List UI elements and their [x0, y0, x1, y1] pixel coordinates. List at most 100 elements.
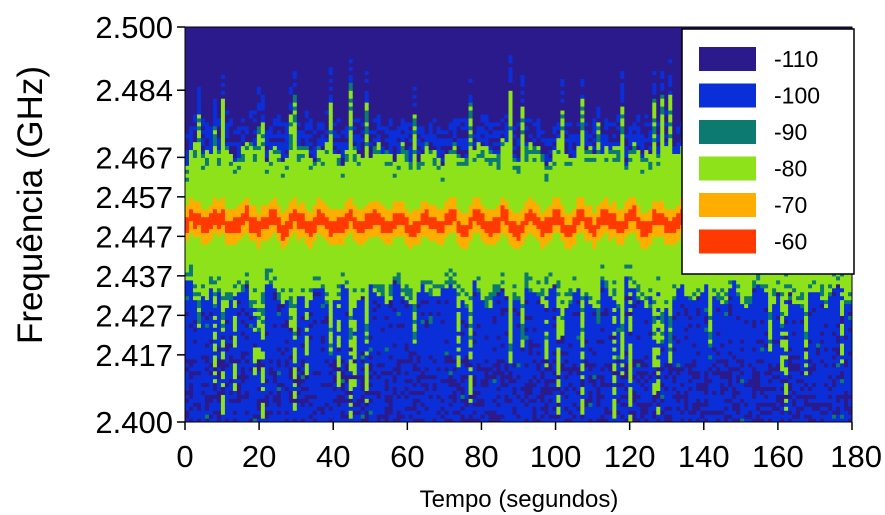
heatmap-cell: [220, 370, 226, 376]
heatmap-cell: [272, 323, 278, 328]
heatmap-cell: [368, 291, 374, 297]
heatmap-cell: [316, 339, 322, 344]
heatmap-cell: [376, 410, 382, 415]
heatmap-cell: [340, 370, 346, 376]
heatmap-cell: [240, 267, 246, 273]
heatmap-cell: [284, 374, 290, 380]
heatmap-cell: [284, 90, 290, 95]
heatmap-cell: [240, 212, 246, 218]
heatmap-cell: [185, 232, 190, 237]
heatmap-cell: [204, 331, 210, 336]
heatmap-cell: [304, 232, 310, 237]
heatmap-cell: [300, 200, 306, 206]
heatmap-cell: [332, 62, 338, 68]
heatmap-cell: [320, 410, 326, 415]
heatmap-cell: [260, 390, 266, 395]
heatmap-cell: [360, 141, 366, 147]
heatmap-cell: [372, 62, 378, 68]
heatmap-cell: [188, 252, 194, 257]
heatmap-cell: [208, 398, 214, 403]
heatmap-cell: [332, 283, 338, 289]
heatmap-cell: [356, 394, 362, 399]
heatmap-cell: [192, 177, 198, 182]
heatmap-cell: [336, 232, 342, 237]
heatmap-cell: [360, 283, 366, 289]
heatmap-cell: [212, 192, 218, 198]
heatmap-cell: [240, 252, 246, 257]
heatmap-cell: [296, 390, 302, 395]
heatmap-cell: [332, 98, 338, 103]
heatmap-cell: [380, 264, 386, 269]
heatmap-cell: [276, 370, 282, 376]
heatmap-cell: [372, 121, 378, 127]
heatmap-cell: [340, 200, 346, 206]
heatmap-cell: [256, 287, 262, 293]
heatmap-cell: [320, 113, 326, 119]
heatmap-cell: [188, 366, 194, 372]
heatmap-cell: [364, 82, 370, 87]
heatmap-cell: [220, 256, 226, 261]
heatmap-cell: [196, 283, 202, 289]
heatmap-cell: [312, 339, 318, 344]
heatmap-cell: [264, 153, 270, 158]
heatmap-cell: [200, 113, 206, 119]
heatmap-cell: [220, 113, 226, 119]
heatmap-cell: [308, 157, 314, 162]
heatmap-cell: [304, 82, 310, 87]
heatmap-cell: [352, 267, 358, 273]
heatmap-cell: [276, 157, 282, 162]
heatmap-cell: [268, 260, 274, 265]
heatmap-cell: [336, 402, 342, 407]
heatmap-cell: [324, 414, 330, 419]
heatmap-cell: [236, 129, 242, 135]
heatmap-cell: [185, 248, 190, 253]
heatmap-cell: [344, 141, 350, 147]
heatmap-cell: [324, 141, 330, 147]
heatmap-cell: [216, 74, 222, 79]
heatmap-cell: [292, 78, 298, 83]
heatmap-cell: [248, 38, 254, 44]
heatmap-cell: [296, 188, 302, 194]
heatmap-cell: [340, 74, 346, 79]
heatmap-cell: [264, 374, 270, 380]
heatmap-cell: [228, 354, 234, 360]
heatmap-cell: [308, 82, 314, 87]
heatmap-cell: [356, 66, 362, 72]
heatmap-cell: [185, 102, 190, 107]
heatmap-cell: [212, 106, 218, 111]
heatmap-cell: [272, 121, 278, 127]
heatmap-cell: [232, 66, 238, 72]
heatmap-cell: [280, 117, 286, 123]
heatmap-cell: [272, 133, 278, 139]
heatmap-cell: [292, 394, 298, 399]
heatmap-cell: [368, 260, 374, 265]
heatmap-cell: [380, 323, 386, 328]
heatmap-cell: [312, 102, 318, 107]
heatmap-cell: [224, 34, 230, 40]
heatmap-cell: [304, 343, 310, 348]
heatmap-cell: [228, 346, 234, 352]
heatmap-cell: [185, 78, 190, 83]
heatmap-cell: [292, 196, 298, 202]
heatmap-cell: [260, 46, 266, 52]
heatmap-cell: [212, 378, 218, 384]
heatmap-cell: [312, 295, 318, 301]
heatmap-cell: [356, 402, 362, 407]
heatmap-cell: [308, 315, 314, 320]
heatmap-cell: [332, 224, 338, 230]
heatmap-cell: [308, 402, 314, 407]
heatmap-cell: [185, 169, 190, 174]
heatmap-cell: [328, 240, 334, 245]
heatmap-cell: [320, 62, 326, 68]
heatmap-cell: [320, 27, 326, 32]
heatmap-cell: [264, 279, 270, 285]
heatmap-cell: [320, 125, 326, 131]
heatmap-cell: [320, 133, 326, 139]
heatmap-cell: [356, 137, 362, 143]
heatmap-cell: [188, 354, 194, 360]
heatmap-cell: [336, 121, 342, 127]
heatmap-cell: [304, 264, 310, 269]
heatmap-cell: [356, 98, 362, 103]
heatmap-cell: [324, 279, 330, 285]
heatmap-cell: [260, 279, 266, 285]
